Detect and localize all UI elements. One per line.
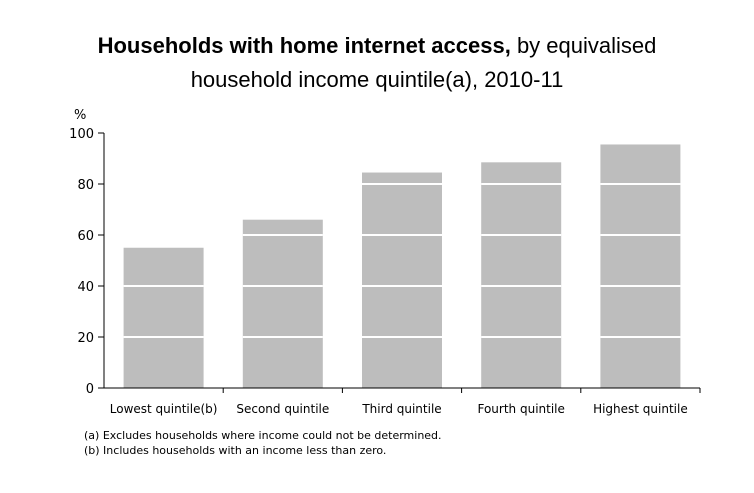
chart-title-bold: Households with home internet access,: [97, 33, 511, 58]
x-category-label: Lowest quintile(b): [110, 402, 218, 416]
footnote-a: (a) Excludes households where income cou…: [84, 429, 442, 442]
bar: [123, 247, 204, 388]
chart-title-line-1: Households with home internet access, by…: [0, 32, 754, 60]
bar: [362, 172, 442, 388]
bars: [123, 144, 681, 388]
footnote-b: (b) Includes households with an income l…: [84, 444, 387, 457]
bar: [600, 144, 681, 388]
chart-title-rest: by equivalised: [510, 33, 657, 58]
x-axis: Lowest quintile(b) Second quintile Third q…: [104, 387, 701, 416]
y-tick-label: 0: [86, 382, 94, 397]
y-axis: % 0 20 40 60 80 100: [69, 108, 105, 397]
y-tick-label: 20: [77, 331, 94, 346]
y-tick-label: 100: [69, 127, 94, 142]
x-category-label: Third quintile: [361, 402, 441, 416]
chart-title-line-2: household income quintile(a), 2010-11: [190, 67, 564, 92]
y-tick-label: 80: [77, 178, 94, 193]
x-category-label: Second quintile: [236, 402, 329, 416]
y-tick-label: 60: [77, 229, 94, 244]
bar: [481, 162, 562, 388]
y-axis-unit-label: %: [74, 108, 86, 123]
y-tick-label: 40: [77, 280, 94, 295]
bar: [242, 219, 323, 388]
x-category-label: Fourth quintile: [477, 402, 564, 416]
x-category-label: Highest quintile: [593, 402, 688, 416]
